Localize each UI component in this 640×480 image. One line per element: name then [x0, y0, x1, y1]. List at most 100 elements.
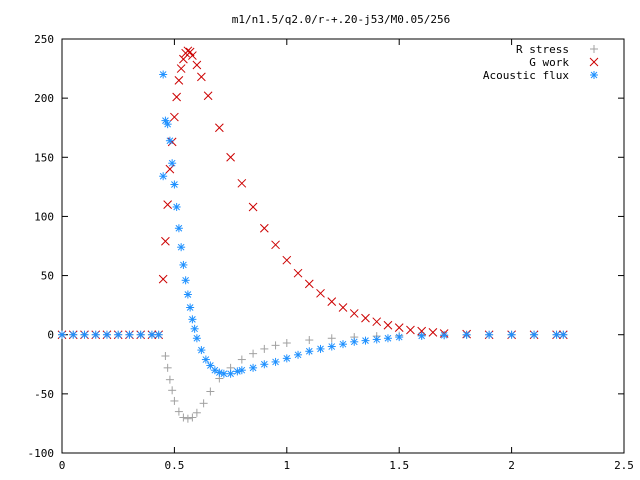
data-point: [237, 366, 246, 375]
data-point: [176, 64, 186, 73]
y-tick-label: 250: [34, 33, 54, 46]
y-tick-label: 150: [34, 151, 54, 164]
y-tick-label: -50: [34, 388, 54, 401]
data-point: [559, 330, 568, 339]
data-point: [305, 336, 314, 345]
data-point: [316, 288, 325, 298]
data-point: [168, 386, 177, 395]
data-point: [192, 408, 201, 417]
data-point: [282, 354, 291, 363]
y-tick-label: 100: [34, 210, 54, 223]
data-point: [181, 276, 190, 285]
data-point: [147, 330, 156, 339]
series-r-stress: [58, 330, 568, 423]
data-point: [165, 136, 174, 145]
series-acoustic-flux: [58, 70, 568, 378]
data-point: [188, 413, 197, 422]
data-point: [383, 334, 392, 343]
y-tick-label: 50: [41, 270, 54, 283]
data-point: [91, 330, 100, 339]
data-point: [154, 330, 163, 339]
data-point: [237, 355, 246, 364]
data-point: [372, 335, 381, 344]
data-point: [188, 51, 197, 60]
data-point: [327, 334, 336, 343]
data-point: [179, 413, 188, 422]
data-point: [201, 355, 210, 364]
data-point: [174, 76, 184, 85]
data-point: [462, 330, 471, 339]
data-point: [226, 152, 235, 162]
data-point: [338, 303, 348, 312]
data-point: [192, 60, 202, 70]
data-point: [163, 120, 172, 129]
y-tick-label: -100: [28, 447, 55, 460]
data-point: [350, 337, 359, 346]
data-point: [158, 274, 168, 284]
data-point: [260, 344, 269, 353]
legend-label: G work: [529, 56, 569, 69]
data-point: [249, 363, 258, 372]
data-point: [226, 369, 235, 378]
data-point: [179, 54, 188, 64]
chart-title: m1/n1.5/q2.0/r-+.20-j53/M0.05/256: [232, 13, 451, 26]
data-point: [406, 325, 415, 335]
data-point: [305, 347, 314, 356]
x-tick-label: 2.5: [614, 459, 634, 472]
x-tick-label: 1: [283, 459, 290, 472]
data-point: [190, 324, 199, 333]
data-point: [102, 330, 111, 339]
plot-area-frame: [61, 38, 625, 454]
data-point: [361, 313, 370, 323]
y-tick-label: 0: [47, 329, 54, 342]
data-point: [294, 350, 303, 359]
data-point: [136, 330, 145, 339]
data-point: [440, 331, 449, 340]
data-point: [172, 202, 181, 211]
data-point: [249, 349, 258, 358]
data-point: [170, 396, 179, 405]
data-point: [293, 268, 303, 278]
data-marks: [57, 46, 568, 423]
data-point: [282, 338, 291, 347]
axis-ticks: 0 0.5 1 1.5 2 2.5 -100 -50 0 50 100 150 200 250: [28, 33, 634, 472]
data-point: [125, 330, 134, 339]
data-point: [485, 330, 494, 339]
data-point: [237, 178, 247, 188]
data-point: [161, 236, 170, 246]
data-point: [170, 180, 179, 189]
data-point: [186, 303, 195, 312]
data-point: [428, 327, 438, 337]
data-point: [188, 315, 197, 324]
data-point: [394, 323, 404, 332]
data-point: [69, 330, 78, 339]
data-point: [170, 112, 179, 122]
data-point: [383, 320, 393, 330]
data-point: [349, 309, 359, 318]
data-point: [192, 334, 201, 343]
data-point: [271, 341, 280, 350]
legend-label: R stress: [516, 43, 569, 56]
series-g-work: [57, 46, 568, 340]
data-point: [172, 92, 182, 102]
data-point: [179, 260, 188, 269]
data-point: [58, 330, 66, 339]
data-point: [248, 202, 258, 212]
data-point: [165, 164, 175, 174]
data-point: [271, 357, 280, 366]
data-point: [282, 255, 292, 265]
data-point: [159, 172, 168, 181]
data-point: [161, 352, 170, 361]
legend-label: Acoustic flux: [483, 69, 569, 82]
data-point: [159, 70, 168, 79]
data-point: [530, 330, 539, 339]
data-point: [174, 407, 183, 416]
legend-marker: [590, 45, 598, 53]
legend-marker: [590, 71, 598, 79]
data-point: [183, 290, 192, 299]
y-tick-label: 200: [34, 92, 54, 105]
data-point: [316, 344, 325, 353]
data-point: [174, 224, 183, 233]
